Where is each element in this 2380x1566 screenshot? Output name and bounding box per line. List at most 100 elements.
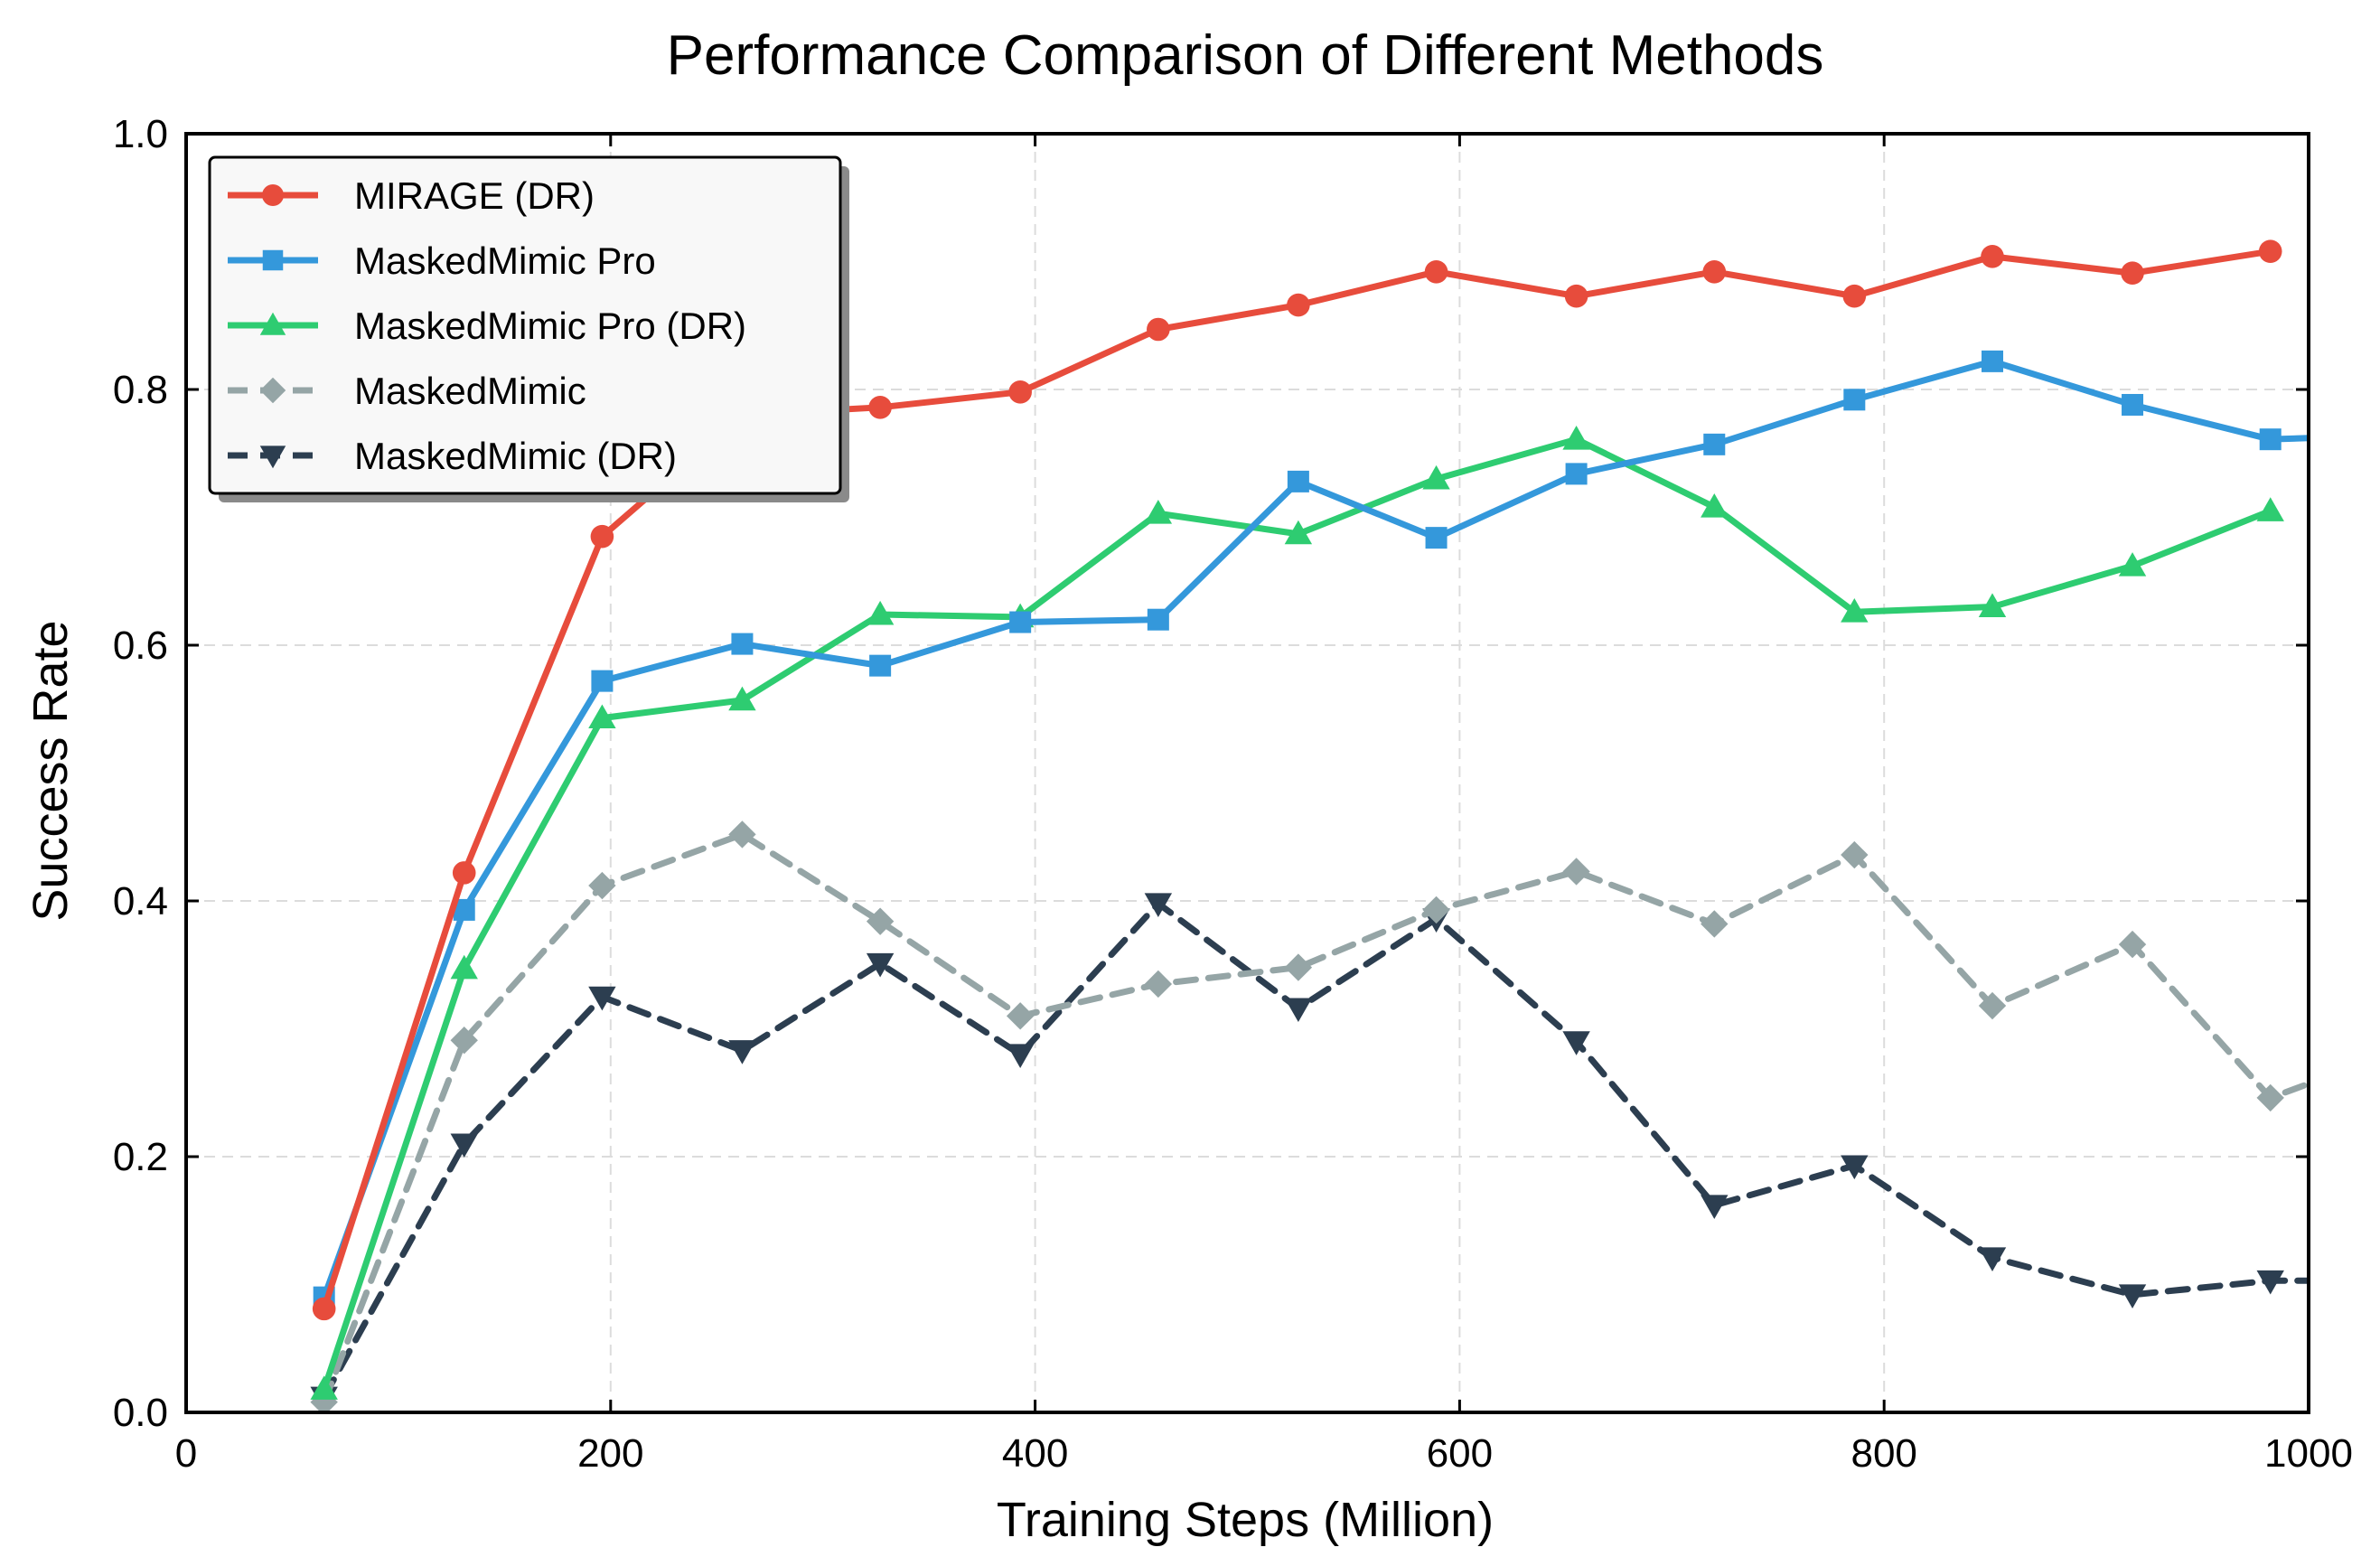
data-point	[1701, 910, 1729, 938]
x-tick-label: 800	[1851, 1431, 1916, 1476]
data-point	[2258, 239, 2282, 263]
legend-label: MaskedMimic Pro	[354, 239, 656, 282]
data-point	[1422, 464, 1450, 490]
legend-entry: MaskedMimic	[228, 370, 586, 412]
data-point	[2256, 497, 2284, 521]
data-point	[1841, 1155, 1869, 1180]
data-point	[259, 312, 286, 335]
data-point	[591, 670, 614, 692]
data-point	[2118, 930, 2147, 959]
data-point	[1843, 389, 1866, 411]
x-tick-label: 400	[1002, 1431, 1068, 1476]
data-point	[2259, 428, 2282, 451]
data-point	[1562, 1031, 1590, 1055]
data-point	[1841, 598, 1869, 623]
chart-title: Performance Comparison of Different Meth…	[667, 24, 1824, 87]
data-point	[1147, 317, 1170, 342]
data-point	[1981, 245, 2004, 268]
y-tick-label: 0.6	[113, 624, 168, 668]
axis-ticks: 0 200 400 600 800 1000 0.0 0.2 0.4 0.6 0.8 1.0	[113, 112, 2353, 1476]
legend-entry: MaskedMimic (DR)	[228, 435, 677, 477]
data-point	[1425, 527, 1448, 549]
legend-label: MaskedMimic (DR)	[354, 435, 677, 477]
legend-entry: MaskedMimic Pro	[228, 239, 656, 282]
series-line	[321, 358, 2309, 1301]
data-point	[1565, 463, 1588, 485]
data-point	[588, 986, 616, 1011]
data-point	[728, 686, 756, 711]
data-point	[1978, 991, 2007, 1020]
data-point	[1284, 953, 1313, 981]
data-point	[2256, 1270, 2284, 1295]
legend-entry: MaskedMimic Pro (DR)	[228, 305, 746, 347]
data-point	[2122, 393, 2144, 416]
data-point	[259, 377, 286, 404]
data-point	[1562, 858, 1590, 886]
data-point	[1144, 893, 1173, 918]
data-point	[1564, 284, 1588, 308]
data-point	[1144, 500, 1173, 524]
data-point	[1978, 593, 2007, 617]
data-point	[1284, 998, 1313, 1023]
series-line	[321, 900, 2309, 1401]
data-point	[262, 249, 284, 271]
data-point	[1842, 284, 1867, 308]
data-point	[588, 871, 616, 900]
data-point	[310, 1388, 338, 1412]
data-point	[1009, 611, 1032, 633]
data-point	[1424, 260, 1448, 284]
data-point	[1703, 433, 1726, 455]
series-1	[313, 350, 2309, 1308]
data-point	[866, 952, 895, 978]
data-point	[450, 1027, 478, 1055]
data-point	[2256, 1083, 2284, 1112]
data-point	[728, 1040, 756, 1064]
data-point	[728, 821, 756, 849]
data-point	[450, 1133, 478, 1158]
data-point	[1841, 840, 1869, 869]
x-tick-label: 0	[175, 1431, 197, 1476]
data-point	[866, 600, 895, 625]
x-axis-title: Training Steps (Million)	[997, 1493, 1494, 1547]
data-point	[1006, 1002, 1035, 1030]
x-tick-label: 200	[577, 1431, 643, 1476]
legend: MIRAGE (DR) MaskedMimic Pro MaskedMimic Pr…	[208, 155, 849, 502]
legend-label: MIRAGE (DR)	[354, 174, 595, 217]
data-point	[1287, 470, 1309, 492]
data-point	[731, 633, 754, 655]
data-point	[312, 1297, 336, 1321]
data-point	[1008, 380, 1032, 404]
y-axis-title: Success Rate	[23, 620, 78, 921]
y-tick-label: 0.0	[113, 1391, 168, 1435]
plot-border	[184, 132, 2310, 1414]
y-tick-label: 0.2	[113, 1135, 168, 1179]
data-point	[869, 654, 892, 677]
data-point	[1978, 1247, 2007, 1271]
y-tick-label: 1.0	[113, 112, 168, 156]
series-3	[310, 821, 2309, 1412]
data-point	[450, 954, 478, 980]
series-line	[321, 830, 2309, 1406]
x-tick-label: 600	[1427, 1431, 1493, 1476]
data-point	[1981, 350, 2003, 372]
data-point	[866, 907, 895, 935]
data-point	[1287, 293, 1310, 317]
legend-box	[208, 155, 842, 495]
data-point	[1422, 896, 1450, 924]
data-point	[1284, 520, 1313, 545]
data-point	[310, 1375, 338, 1400]
legend-label: MaskedMimic Pro (DR)	[354, 305, 746, 347]
data-point	[2118, 552, 2147, 577]
data-point	[1147, 608, 1169, 631]
data-point	[2118, 1284, 2147, 1309]
legend-entry: MIRAGE (DR)	[228, 174, 595, 217]
data-point	[1006, 1044, 1035, 1068]
data-point	[2121, 261, 2144, 286]
data-point	[868, 396, 892, 419]
series-4	[310, 893, 2309, 1411]
data-point	[1701, 1195, 1729, 1219]
data-point	[1701, 492, 1729, 518]
y-tick-label: 0.8	[113, 368, 168, 412]
data-point	[588, 704, 616, 729]
